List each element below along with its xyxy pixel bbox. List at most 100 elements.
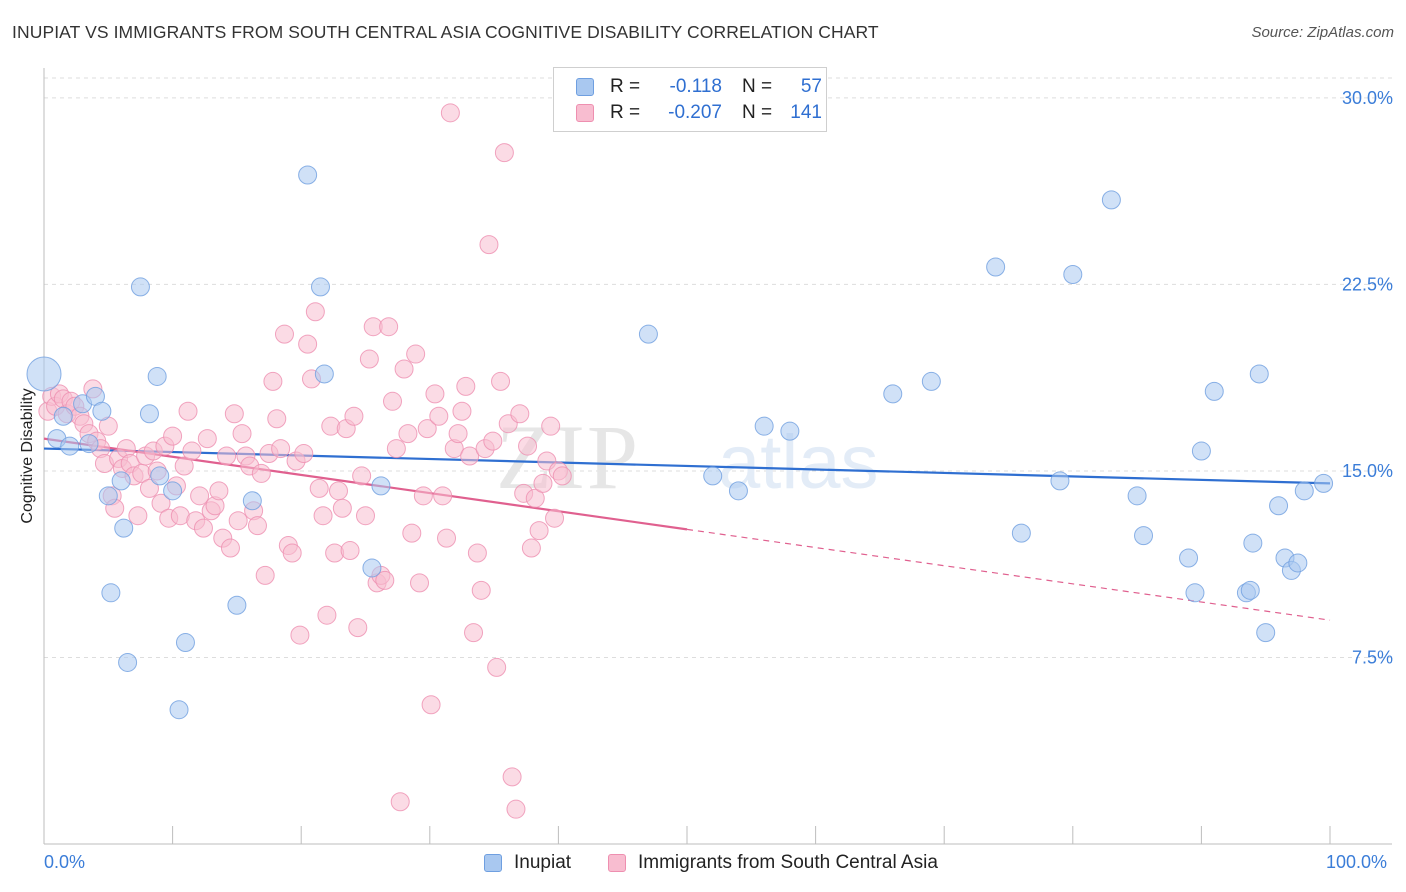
inupiat-point <box>310 277 330 297</box>
immigrants-point <box>545 508 565 528</box>
inupiat-point <box>1314 473 1334 493</box>
immigrants-point <box>541 416 561 436</box>
immigrants-point <box>529 521 549 541</box>
immigrants-point <box>271 439 291 459</box>
immigrants-point <box>190 486 210 506</box>
immigrants-point <box>247 516 267 536</box>
stats-row-immigrants: R = -0.207 N = 141 <box>576 100 822 126</box>
inupiat-point <box>79 434 99 454</box>
immigrants-point <box>232 424 252 444</box>
inupiat-point <box>169 700 189 720</box>
series-legend: Inupiat Immigrants from South Central As… <box>0 852 1406 878</box>
immigrants-point <box>417 419 437 439</box>
inupiat-point <box>139 404 159 424</box>
inupiat-point <box>114 518 134 538</box>
immigrants-point <box>178 401 198 421</box>
immigrants-point <box>398 424 418 444</box>
inupiat-point <box>1101 190 1121 210</box>
immigrants-point <box>313 506 333 526</box>
inupiat-point <box>703 466 723 486</box>
legend-item-inupiat: Inupiat <box>484 852 571 874</box>
inupiat-point <box>242 491 262 511</box>
immigrants-point <box>217 446 237 466</box>
immigrants-point <box>421 695 441 715</box>
immigrants-point <box>128 506 148 526</box>
inupiat-point <box>98 486 118 506</box>
immigrants-point <box>456 376 476 396</box>
immigrants-point <box>394 359 414 379</box>
inupiat-point <box>111 471 131 491</box>
stats-legend: R = -0.118 N = 57 R = -0.207 N = 141 <box>553 67 827 132</box>
inupiat-point <box>1011 523 1031 543</box>
immigrants-trend-extension <box>686 528 1331 621</box>
inupiat-point <box>130 277 150 297</box>
immigrants-point <box>151 493 171 513</box>
y-tick-label: 30.0% <box>1342 88 1393 108</box>
immigrants-point <box>251 463 271 483</box>
immigrants-point <box>410 573 430 593</box>
stats-row-inupiat: R = -0.118 N = 57 <box>576 74 822 100</box>
immigrants-point <box>344 406 364 426</box>
immigrants-point <box>197 429 217 449</box>
immigrants-point <box>348 618 368 638</box>
immigrants-point <box>340 541 360 561</box>
immigrants-point <box>163 426 183 446</box>
y-tick-label: 15.0% <box>1342 461 1393 481</box>
immigrants-point <box>506 799 526 819</box>
inupiat-point <box>298 165 318 185</box>
inupiat-point <box>883 384 903 404</box>
immigrants-point <box>255 565 275 585</box>
immigrants-point <box>464 623 484 643</box>
immigrants-point <box>452 401 472 421</box>
inupiat-point <box>60 436 80 456</box>
immigrants-point <box>483 431 503 451</box>
inupiat-point <box>986 257 1006 277</box>
inupiat-point <box>1269 496 1289 516</box>
y-tick-label: 7.5% <box>1352 647 1393 667</box>
immigrants-point <box>487 657 507 677</box>
immigrants-point <box>274 324 294 344</box>
immigrants-point <box>467 543 487 563</box>
immigrants-point <box>521 538 541 558</box>
legend-label-inupiat: Inupiat <box>514 852 572 873</box>
inupiat-trend-line <box>43 447 1331 485</box>
immigrants-point <box>479 235 499 255</box>
inupiat-point <box>227 595 247 615</box>
chart-title: INUPIAT VS IMMIGRANTS FROM SOUTH CENTRAL… <box>12 22 879 42</box>
immigrants-point <box>386 439 406 459</box>
immigrants-point <box>413 486 433 506</box>
inupiat-point <box>1127 486 1147 506</box>
x-tick-label-min: 0.0% <box>44 852 86 872</box>
immigrants-point <box>494 143 514 163</box>
y-tick-label: 22.5% <box>1342 274 1393 294</box>
immigrants-point <box>425 384 445 404</box>
inupiat-point <box>921 371 941 391</box>
immigrants-point <box>220 538 240 558</box>
inupiat-point <box>1050 471 1070 491</box>
n-label: N = <box>742 76 773 97</box>
inupiat-point <box>53 406 73 426</box>
immigrants-point <box>375 570 395 590</box>
immigrants-point <box>471 580 491 600</box>
inupiat-swatch <box>576 78 594 96</box>
inupiat-point <box>638 324 658 344</box>
immigrants-point <box>460 446 480 466</box>
immigrants-point <box>282 543 302 563</box>
immigrants-point <box>502 767 522 787</box>
immigrants-point <box>290 625 310 645</box>
immigrants-point <box>317 605 337 625</box>
inupiat-point <box>371 476 391 496</box>
x-tick-label-max: 100.0% <box>1326 852 1388 872</box>
inupiat-point <box>362 558 382 578</box>
y-tick-labels: 7.5% 15.0% 22.5% 30.0% <box>1342 88 1393 668</box>
immigrants-point <box>525 488 545 508</box>
immigrants-point <box>533 473 553 493</box>
inupiat-point <box>118 652 138 672</box>
inupiat-point <box>728 481 748 501</box>
legend-item-immigrants: Immigrants from South Central Asia <box>608 852 938 874</box>
immigrants-point <box>294 444 314 464</box>
inupiat-point <box>314 364 334 384</box>
inupiat-point <box>1179 548 1199 568</box>
inupiat-point <box>754 416 774 436</box>
